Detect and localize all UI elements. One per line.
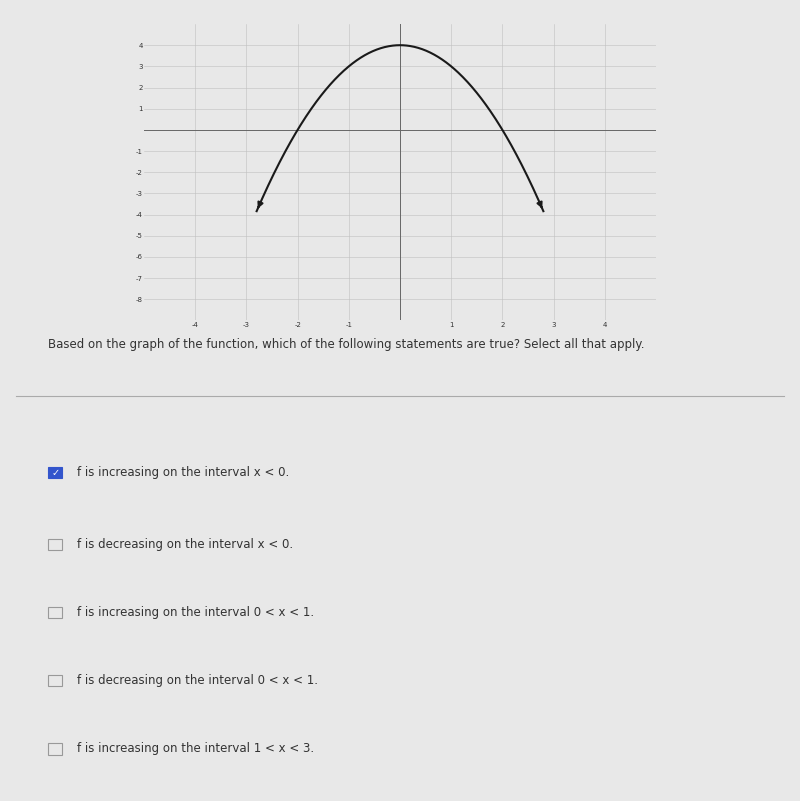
Bar <box>48 743 62 755</box>
Text: f is increasing on the interval x < 0.: f is increasing on the interval x < 0. <box>77 466 289 479</box>
Bar <box>48 607 62 618</box>
Text: Based on the graph of the function, which of the following statements are true? : Based on the graph of the function, whic… <box>48 338 645 351</box>
Text: f is decreasing on the interval x < 0.: f is decreasing on the interval x < 0. <box>77 538 293 551</box>
Bar <box>48 539 62 550</box>
Text: ✓: ✓ <box>51 468 59 477</box>
Text: f is increasing on the interval 0 < x < 1.: f is increasing on the interval 0 < x < … <box>77 606 314 619</box>
Bar <box>48 467 62 478</box>
Bar <box>48 675 62 686</box>
Text: f is increasing on the interval 1 < x < 3.: f is increasing on the interval 1 < x < … <box>77 743 314 755</box>
Text: f is decreasing on the interval 0 < x < 1.: f is decreasing on the interval 0 < x < … <box>77 674 318 687</box>
